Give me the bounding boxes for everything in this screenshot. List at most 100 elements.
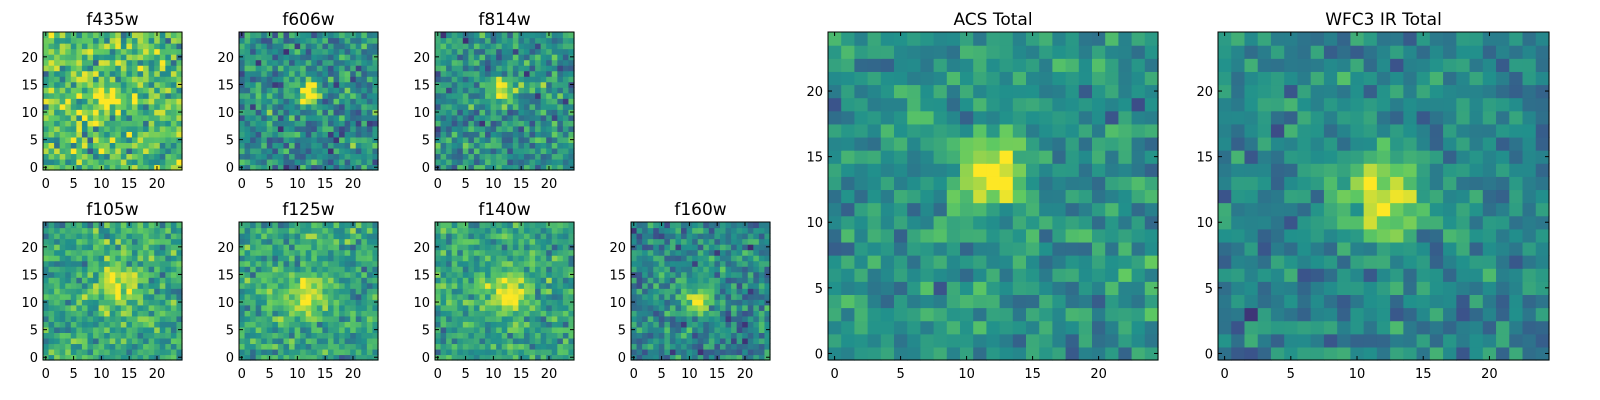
heatmap-cell	[126, 114, 133, 121]
heatmap-cell	[485, 332, 492, 339]
heatmap-cell	[664, 233, 671, 240]
x-tick-label: 10	[681, 367, 698, 382]
heatmap-cell	[137, 109, 144, 116]
heatmap-cell	[81, 147, 89, 155]
heatmap-cell	[350, 266, 357, 273]
heatmap-cell	[512, 332, 519, 339]
heatmap-cell	[87, 277, 94, 284]
heatmap-cell	[1105, 294, 1119, 309]
heatmap-cell	[76, 255, 83, 262]
heatmap-cell	[557, 271, 564, 278]
heatmap-cell	[311, 59, 318, 66]
heatmap-cell	[446, 337, 453, 345]
heatmap-cell	[507, 109, 514, 116]
heatmap-cell	[170, 103, 178, 110]
heatmap-cell	[669, 255, 677, 262]
heatmap-cell	[350, 321, 357, 328]
heatmap-cell	[109, 103, 116, 110]
heatmap-cell	[562, 164, 570, 171]
heatmap-cell	[764, 304, 771, 311]
heatmap-cell	[719, 288, 727, 295]
heatmap-cell	[1144, 281, 1159, 295]
heatmap-cell	[708, 326, 715, 333]
heatmap-cell	[327, 54, 335, 61]
heatmap-cell	[131, 238, 139, 245]
heatmap-cell	[131, 70, 139, 77]
heatmap-cell	[496, 98, 503, 105]
heatmap-cell	[70, 59, 77, 66]
heatmap-cell	[1118, 281, 1133, 295]
heatmap-cell	[289, 103, 296, 110]
heatmap-cell	[457, 332, 464, 339]
heatmap-cell	[59, 299, 66, 306]
heatmap-cell	[59, 87, 66, 94]
heatmap-cell	[485, 343, 492, 350]
heatmap-cell	[764, 332, 771, 339]
heatmap-cell	[479, 120, 486, 127]
heatmap-cell	[272, 136, 279, 143]
heatmap-cell	[692, 354, 699, 361]
heatmap-cell	[59, 282, 66, 289]
heatmap-cell	[473, 315, 481, 322]
heatmap-cell	[523, 249, 531, 256]
heatmap-cell	[272, 142, 279, 149]
heatmap-cell	[43, 65, 50, 72]
heatmap-cell	[747, 271, 754, 278]
heatmap-cell	[327, 288, 335, 295]
heatmap-cell	[468, 92, 475, 99]
heatmap-cell	[159, 87, 166, 94]
heatmap-cell	[479, 310, 486, 317]
heatmap-cell	[137, 125, 144, 132]
heatmap-cell	[372, 92, 379, 99]
heatmap-cell	[512, 120, 519, 127]
heatmap-cell	[137, 48, 144, 55]
heatmap-cell	[131, 271, 139, 278]
heatmap-cell	[266, 92, 273, 99]
heatmap-cell	[854, 176, 869, 191]
heatmap-cell	[43, 125, 50, 132]
heatmap-cell	[93, 164, 100, 171]
heatmap-cell	[277, 120, 285, 127]
heatmap-cell	[828, 189, 842, 204]
heatmap-cell	[93, 332, 100, 339]
heatmap-cell	[507, 293, 514, 300]
heatmap-cell	[165, 43, 172, 50]
heatmap-cell	[647, 255, 654, 262]
heatmap-cell	[355, 103, 362, 110]
heatmap-cell	[277, 315, 285, 322]
heatmap-cell	[1092, 215, 1106, 230]
heatmap-cell	[339, 131, 346, 138]
heatmap-cell	[631, 277, 638, 284]
heatmap-cell	[137, 255, 144, 262]
heatmap-cell	[120, 238, 127, 245]
heatmap-cell	[316, 238, 323, 245]
heatmap-cell	[333, 255, 340, 262]
heatmap-cell	[568, 343, 575, 350]
heatmap-cell	[372, 255, 379, 262]
heatmap-cell	[747, 255, 754, 262]
heatmap-cell	[126, 120, 133, 127]
heatmap-cell	[289, 326, 296, 333]
heatmap-cell	[501, 76, 508, 83]
heatmap-cell	[283, 348, 290, 356]
heatmap-cell	[350, 343, 357, 350]
heatmap-cell	[43, 131, 50, 138]
heatmap-cell	[490, 282, 497, 289]
heatmap-cell	[327, 81, 335, 88]
heatmap-cell	[523, 120, 531, 127]
x-tick-label: 15	[513, 177, 530, 192]
heatmap-cell	[446, 142, 453, 149]
heatmap-cell	[176, 59, 183, 66]
heatmap-cell	[148, 65, 155, 72]
heatmap-cell	[109, 92, 116, 99]
heatmap-cell	[725, 266, 732, 273]
heatmap-cell	[1144, 333, 1159, 348]
heatmap-cell	[518, 260, 525, 267]
heatmap-cell	[333, 125, 340, 132]
heatmap-cell	[283, 142, 290, 149]
panel-title: f814w	[478, 10, 530, 30]
heatmap-cell	[98, 37, 105, 44]
heatmap-cell	[244, 271, 251, 278]
heatmap-cell	[485, 315, 492, 322]
heatmap-cell	[1105, 333, 1119, 348]
